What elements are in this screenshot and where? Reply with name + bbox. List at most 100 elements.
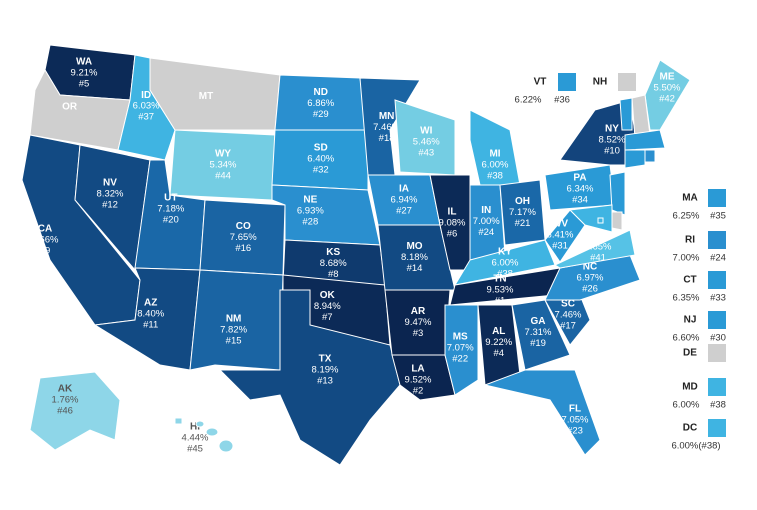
state: IL9.08%#6 bbox=[429, 174, 471, 271]
state: SC7.46%#17 bbox=[544, 294, 591, 346]
state-rank: #7 bbox=[322, 312, 333, 323]
state-rank: #19 bbox=[530, 338, 546, 349]
state-rate: 6.34% bbox=[567, 183, 594, 194]
legend-rank: #24 bbox=[710, 253, 726, 264]
legend-swatch bbox=[618, 73, 636, 91]
state-rate: 9.53% bbox=[487, 285, 514, 296]
legend-abbr: NH bbox=[593, 77, 607, 88]
state-rank: #24 bbox=[478, 227, 494, 238]
state-rate: 8.94% bbox=[314, 301, 341, 312]
state: IA6.94%#27 bbox=[367, 174, 441, 226]
legend-swatch bbox=[708, 344, 726, 362]
legend-swatch bbox=[708, 311, 726, 329]
legend-swatch bbox=[708, 419, 726, 437]
state-rate: 5.50% bbox=[654, 83, 681, 94]
legend-abbr: DC bbox=[683, 423, 697, 434]
legend-rank: #35 bbox=[710, 211, 726, 222]
state-rate: 8.32% bbox=[97, 188, 124, 199]
state-shape bbox=[29, 371, 121, 451]
state: ND6.86%#29 bbox=[274, 74, 369, 131]
state-abbr: TN bbox=[493, 274, 506, 285]
state-rate: 8.18% bbox=[401, 252, 428, 263]
state-abbr: MO bbox=[406, 241, 422, 252]
legend-abbr: VT bbox=[534, 77, 547, 88]
legend-item: CT 6.35% #33 bbox=[624, 149, 726, 304]
legend-swatch bbox=[558, 73, 576, 91]
state: WI5.46%#43 bbox=[394, 99, 456, 176]
state-shape bbox=[619, 97, 633, 131]
state-rate: 5.34% bbox=[210, 160, 237, 171]
state-rate: 7.46% bbox=[373, 122, 400, 133]
state-rate: 6.97% bbox=[577, 273, 604, 284]
state-rank: #42 bbox=[659, 94, 675, 105]
state-abbr: TX bbox=[319, 354, 332, 365]
state: ID6.03%#37 bbox=[117, 54, 176, 161]
state-abbr: WY bbox=[215, 149, 231, 160]
state-rank: #9 bbox=[40, 246, 51, 257]
state-rate: 6.94% bbox=[391, 195, 418, 206]
legend-item: MA 6.25% #35 bbox=[624, 129, 726, 222]
state-rank: #16 bbox=[235, 243, 251, 254]
state-abbr: AZ bbox=[144, 298, 157, 309]
state-rank: #37 bbox=[138, 112, 154, 123]
state-shape bbox=[624, 129, 666, 151]
state-shape bbox=[189, 269, 284, 371]
state-rate: 6.41% bbox=[547, 230, 574, 241]
state-shape bbox=[218, 289, 401, 466]
legend-rate: 6.00% bbox=[673, 400, 700, 411]
state-rank: #1 bbox=[495, 296, 506, 307]
state-abbr: IL bbox=[448, 207, 457, 218]
state: AK1.76%#46 bbox=[29, 371, 121, 451]
state: ME5.50%#42 bbox=[644, 59, 691, 131]
state-rank: #8 bbox=[328, 269, 339, 280]
state-abbr: OK bbox=[320, 290, 336, 301]
state-abbr: NE bbox=[303, 194, 317, 205]
state-rate: 7.31% bbox=[525, 327, 552, 338]
state-rank: #45 bbox=[187, 444, 203, 455]
state-abbr: MT bbox=[199, 91, 213, 102]
legend-abbr: MA bbox=[682, 193, 698, 204]
state-rate: 7.07% bbox=[447, 343, 474, 354]
state-rate: 6.93% bbox=[297, 205, 324, 216]
state-abbr: MN bbox=[379, 111, 395, 122]
state-rank: #14 bbox=[407, 263, 423, 274]
state-abbr: AR bbox=[411, 306, 426, 317]
state-rate: 8.68% bbox=[320, 258, 347, 269]
state-rank: #28 bbox=[302, 216, 318, 227]
state-shape bbox=[271, 184, 381, 246]
state-rate: 5.46% bbox=[413, 136, 440, 147]
state-shape bbox=[644, 59, 691, 131]
state: LA9.52%#2 bbox=[391, 354, 456, 401]
legend-item: NH bbox=[593, 73, 651, 139]
state-rank: #17 bbox=[560, 321, 576, 332]
state-abbr: WA bbox=[76, 57, 92, 68]
state-rank: #6 bbox=[447, 229, 458, 240]
legend-item: NJ 6.60% #30 bbox=[609, 171, 726, 344]
legend-rank: #38 bbox=[710, 400, 726, 411]
legend-rate: 6.60% bbox=[673, 333, 700, 344]
state-abbr: NM bbox=[226, 314, 242, 325]
state-rank: #32 bbox=[313, 164, 329, 175]
state-rank: #29 bbox=[313, 109, 329, 120]
state-rate: 9.08% bbox=[439, 218, 466, 229]
state-rank: #18 bbox=[379, 133, 395, 144]
legend-rate: 7.00% bbox=[673, 253, 700, 264]
state: NV8.32%#12 bbox=[74, 144, 151, 272]
state-abbr: ND bbox=[314, 87, 328, 98]
state-shape bbox=[149, 57, 281, 131]
legend-rank: #33 bbox=[710, 293, 726, 304]
legend-swatch bbox=[708, 271, 726, 289]
state: IN7.00%#24 bbox=[469, 184, 506, 261]
state-abbr: CO bbox=[236, 221, 251, 232]
state-shape bbox=[611, 211, 623, 231]
state-rank: #27 bbox=[396, 206, 412, 217]
state-abbr: OH bbox=[515, 196, 530, 207]
state-rank: #23 bbox=[567, 426, 583, 437]
state: NE6.93%#28 bbox=[271, 184, 381, 246]
legend-rate: 6.25% bbox=[673, 211, 700, 222]
state-abbr: AK bbox=[58, 384, 73, 395]
state: FL7.05%#23 bbox=[483, 369, 601, 456]
state: MS7.07%#22 bbox=[444, 304, 479, 396]
legend-rate: 6.35% bbox=[673, 293, 700, 304]
state-rank: #4 bbox=[493, 348, 504, 359]
